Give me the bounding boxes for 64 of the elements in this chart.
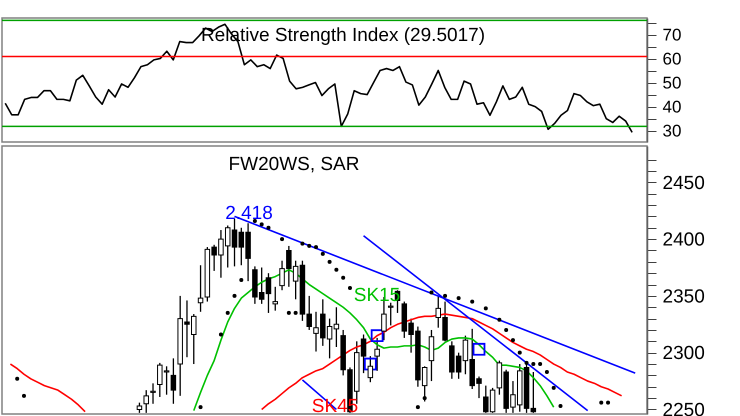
point [510,338,515,342]
point [531,362,536,366]
point [558,404,563,408]
point [370,329,384,342]
point [260,222,264,226]
point [348,286,352,290]
point [314,245,318,250]
y-tick-label: 2300 [662,343,705,364]
candlestick [428,329,434,382]
chart-title: FW20WS, SAR [228,154,360,175]
point [294,310,298,315]
point [416,405,420,410]
point [544,370,549,374]
point [484,306,488,310]
y-tick-label: 40 [662,98,682,117]
point [599,400,604,405]
point [422,396,427,400]
candlestick [368,355,374,383]
candlestick [198,264,204,312]
point [472,342,486,356]
y-tick-label: 2250 [662,400,705,416]
point [504,328,508,332]
line-series [4,23,633,134]
annotation: 2.418 [225,203,273,224]
point [22,394,26,398]
point [226,310,230,315]
point [334,268,338,272]
y-tick-label: 2350 [662,286,705,308]
point [15,376,20,381]
point [518,350,522,355]
point [364,358,377,370]
point [443,294,448,298]
candlestick [272,286,278,312]
point [300,242,304,246]
point [320,252,325,256]
line-series [10,363,86,413]
candlestick [388,302,394,326]
y-tick-label: 70 [662,25,682,44]
point [497,318,502,322]
point [456,296,461,300]
point [606,400,610,405]
y-tick-label: 60 [662,49,682,68]
point [429,290,434,294]
point [524,360,529,365]
point [307,244,312,248]
point [470,300,474,304]
point [198,405,203,410]
candlestick [374,337,380,372]
candlestick [150,382,156,404]
point [239,278,244,282]
point [341,276,346,280]
point [280,237,284,242]
point [538,362,542,366]
point [286,310,291,315]
point [266,226,270,230]
point [232,294,237,298]
point [552,386,556,390]
y-tick-label: 30 [662,122,682,141]
y-tick-label: 2450 [662,172,705,194]
candlestick [170,358,176,404]
y-tick-label: 2400 [662,230,705,251]
point [328,260,332,264]
point [218,332,223,337]
y-tick-label: 50 [662,74,682,93]
